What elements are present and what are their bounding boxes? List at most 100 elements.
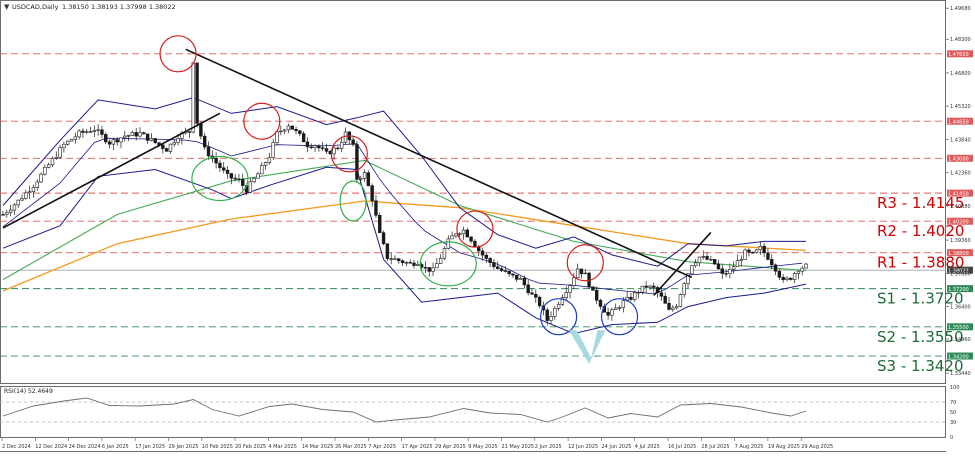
- candle: [522, 275, 527, 289]
- candle: [397, 257, 401, 264]
- level-tag-bg: [947, 154, 973, 162]
- candle: [286, 123, 291, 134]
- candle-body: [229, 173, 234, 179]
- x-tick-label: 2 Jun 2025: [535, 444, 562, 450]
- candle-body: [119, 137, 123, 143]
- x-tick-label: 7 Aug 2025: [735, 444, 764, 450]
- candle-body: [709, 259, 713, 261]
- candle: [317, 144, 321, 152]
- candle-body: [614, 307, 618, 310]
- x-tick-label: 12 Dec 2024: [35, 444, 67, 450]
- candle: [758, 241, 763, 255]
- candle: [104, 132, 108, 145]
- candle: [640, 285, 645, 295]
- candle: [256, 171, 260, 179]
- candle-body: [518, 278, 523, 280]
- candle-body: [324, 148, 329, 152]
- candle-body: [480, 250, 485, 256]
- bollinger-upper: [2, 97, 806, 267]
- candle-body: [305, 141, 310, 148]
- candle-body: [617, 307, 622, 309]
- green-circle: [191, 155, 249, 202]
- candle-body: [461, 229, 466, 235]
- candle: [496, 261, 500, 270]
- candle: [359, 175, 363, 185]
- candle-body: [355, 144, 359, 180]
- x-tick-label: 29 Aug 2025: [801, 444, 833, 450]
- candle: [115, 137, 119, 146]
- candle-body: [126, 135, 131, 137]
- candle-body: [747, 249, 751, 253]
- candle: [271, 138, 275, 161]
- green-circle: [339, 180, 367, 222]
- x-tick-label: 12 Jun 2025: [568, 444, 598, 450]
- candle-body: [286, 125, 291, 131]
- candle-body: [427, 267, 431, 272]
- x-tick-label: 24 Jun 2025: [601, 444, 631, 450]
- candle: [678, 293, 683, 308]
- level-label-5: R1 - 1.3880: [877, 254, 964, 272]
- level-tag-text: 1.35500: [948, 325, 969, 331]
- candle: [751, 251, 755, 254]
- candle-body: [477, 246, 481, 252]
- candle: [149, 133, 154, 142]
- candle: [62, 141, 66, 153]
- candle-body: [454, 233, 458, 237]
- price-tick-label: 1.45320: [950, 104, 971, 110]
- candle: [298, 130, 302, 137]
- candle: [58, 144, 62, 159]
- x-tick-label: 2 Dec 2024: [2, 444, 31, 450]
- candle: [560, 294, 565, 306]
- candle: [796, 269, 801, 280]
- candle-body: [583, 272, 587, 275]
- candle: [142, 131, 146, 135]
- candle-body: [104, 134, 108, 143]
- x-tick-label: 17 Jan 2025: [135, 444, 165, 450]
- candle: [747, 248, 751, 257]
- candle-body: [579, 268, 584, 275]
- candle: [575, 263, 580, 279]
- candle: [633, 290, 637, 302]
- candle: [119, 137, 123, 149]
- candle: [804, 262, 808, 269]
- candle-body: [484, 254, 489, 259]
- candle-body: [381, 232, 386, 245]
- candle-body: [313, 145, 317, 148]
- rsi-pane-frame: [0, 386, 946, 438]
- candle: [712, 258, 717, 265]
- candle-body: [134, 132, 138, 137]
- candle: [260, 162, 264, 175]
- level-label-3: R3 - 1.4145: [877, 194, 964, 212]
- level-tag-5: 1.38800: [947, 249, 973, 257]
- candle-body: [701, 256, 705, 258]
- candle-body: [499, 268, 504, 271]
- candle: [728, 263, 732, 279]
- candle-body: [107, 141, 112, 145]
- candle-body: [362, 172, 367, 179]
- candle: [648, 284, 652, 290]
- candle-body: [568, 285, 572, 293]
- candle: [480, 247, 485, 261]
- x-tick-label: 16 Jul 2025: [668, 444, 696, 450]
- level-tag-3: 1.41450: [947, 189, 973, 197]
- candle-body: [111, 139, 116, 145]
- red-circle: [330, 135, 368, 173]
- candle: [206, 141, 211, 161]
- candle: [222, 162, 226, 174]
- candle: [629, 292, 633, 302]
- candle: [423, 261, 428, 273]
- collapse-icon[interactable]: ▼: [4, 3, 10, 11]
- candle: [785, 275, 789, 282]
- candle-body: [594, 290, 599, 301]
- candle: [43, 164, 47, 176]
- candle: [65, 140, 70, 146]
- candle-body: [446, 238, 450, 249]
- candle: [617, 305, 622, 312]
- candle: [591, 286, 595, 291]
- candle-body: [728, 268, 732, 275]
- price-tick-label: 1.49680: [950, 6, 971, 12]
- candle-body: [290, 125, 294, 130]
- candle: [435, 257, 439, 269]
- candle: [408, 259, 412, 264]
- candle: [16, 199, 20, 208]
